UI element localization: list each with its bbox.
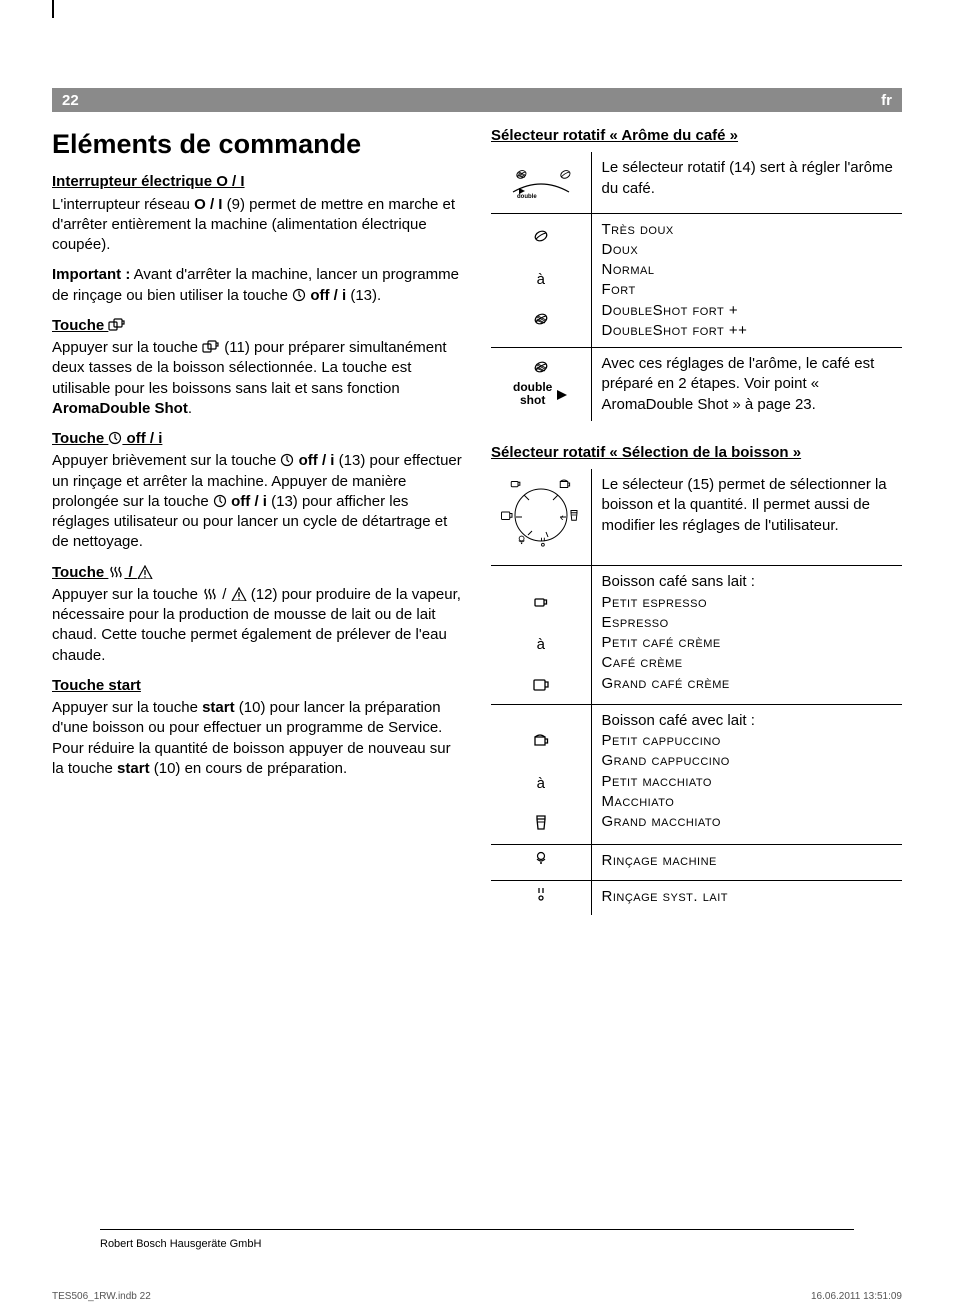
clock-icon [213, 494, 227, 508]
section-power-p2: Important : Avant d'arrêter la machine, … [52, 265, 463, 306]
section-power-title: Interrupteur électrique O / I [52, 172, 463, 192]
milk-clean-icon [534, 887, 548, 903]
cappuccino-cup-icon [532, 731, 550, 747]
section-off-p1: Appuyer brièvement sur la touche off / i… [52, 451, 463, 552]
footer-company: Robert Bosch Hausgeräte GmbH [100, 1238, 261, 1250]
header-bar: 22 fr [52, 88, 902, 112]
glass-icon [533, 814, 549, 832]
section-cups-title: Touche [52, 316, 463, 336]
bean-empty-icon [533, 228, 549, 244]
drink-table: ‹ Le sélecteur (15) permet de sélectionn… [491, 469, 902, 915]
section-start-title: Touche start [52, 676, 463, 696]
clock-icon [108, 431, 122, 445]
section-power-p1: L'interrupteur réseau O / I (9) permet d… [52, 195, 463, 256]
svg-text:‹: ‹ [560, 512, 564, 524]
footer-timestamp: 16.06.2011 13:51:09 [811, 1291, 902, 1302]
bean-full-icon [533, 359, 549, 375]
aroma-dial-icon: double shot [501, 158, 581, 200]
clock-icon [280, 453, 294, 467]
drink-intro: Le sélecteur (15) permet de sélectionner… [591, 469, 902, 566]
rinse-milk-icon-cell [491, 880, 591, 915]
aroma-levels: Très doux Doux Normal Fort DoubleShot fo… [591, 213, 902, 348]
aroma-table: double shot Le sélecteur rotatif (14) se… [491, 152, 902, 421]
big-cup-icon [532, 676, 550, 692]
section-cups-p1: Appuyer sur la touche (11) pour préparer… [52, 338, 463, 419]
small-cup-icon [532, 593, 550, 609]
rinse-machine-icon-cell [491, 845, 591, 880]
bean-full-icon [533, 311, 549, 327]
language-code: fr [881, 92, 892, 109]
footer-file: TES506_1RW.indb 22 [52, 1291, 151, 1302]
warning-icon [231, 587, 247, 601]
rinse-machine: Rinçage machine [591, 845, 902, 880]
page: 22 fr Eléments de commande Interrupteur … [0, 0, 954, 1314]
content-columns: Eléments de commande Interrupteur électr… [52, 126, 902, 915]
section-steam-title: Touche / [52, 563, 463, 583]
crop-mark [52, 0, 54, 18]
rinse-milk: Rinçage syst. lait [591, 880, 902, 915]
page-title: Eléments de commande [52, 126, 463, 162]
aroma-intro: Le sélecteur rotatif (14) sert à régler … [591, 152, 902, 213]
clock-icon [292, 288, 306, 302]
rinse-icon [533, 851, 549, 867]
milk-list: Boisson café avec lait : Petit cappuccin… [591, 704, 902, 845]
aroma-range-cell: à [491, 213, 591, 348]
aroma-dial-cell: double shot [491, 152, 591, 213]
two-cups-icon [108, 318, 126, 332]
nomilk-icons: à [491, 566, 591, 705]
aroma-title: Sélecteur rotatif « Arôme du café » [491, 126, 902, 146]
nomilk-list: Boisson café sans lait : Petit espresso … [591, 566, 902, 705]
drink-dial-icon: ‹ [498, 475, 584, 553]
footer-rule [100, 1229, 854, 1230]
left-column: Eléments de commande Interrupteur électr… [52, 126, 463, 915]
section-off-title: Touche off / i [52, 429, 463, 449]
milk-icons: à [491, 704, 591, 845]
steam-icon [202, 587, 218, 601]
right-column: Sélecteur rotatif « Arôme du café » doub… [491, 126, 902, 915]
warning-icon [137, 565, 153, 579]
drink-title: Sélecteur rotatif « Sélection de la bois… [491, 443, 902, 463]
two-cups-icon [202, 340, 220, 354]
doubleshot-cell: double shot [491, 348, 591, 421]
steam-icon [108, 565, 124, 579]
doubleshot-text: Avec ces réglages de l'arôme, le café es… [591, 348, 902, 421]
page-number: 22 [62, 92, 79, 109]
section-start-p1: Appuyer sur la touche start (10) pour la… [52, 698, 463, 779]
section-steam-p1: Appuyer sur la touche / (12) pour produi… [52, 585, 463, 666]
arrow-icon [557, 390, 569, 400]
drink-dial-cell: ‹ [491, 469, 591, 566]
